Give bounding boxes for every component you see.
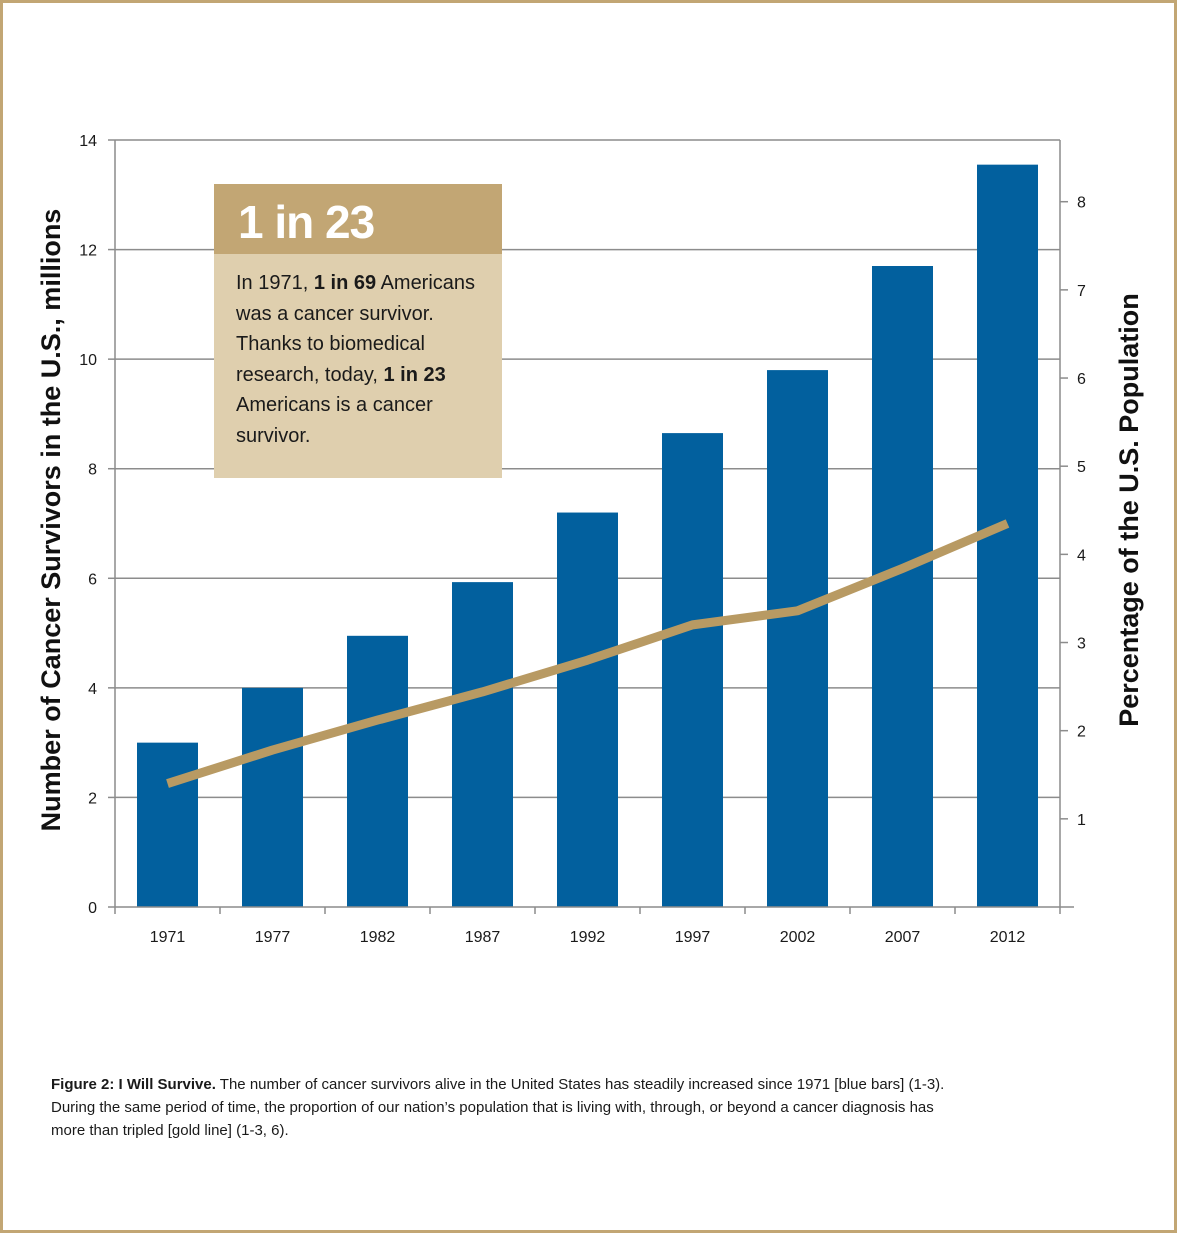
y-right-tick-label: 5 [1077, 459, 1086, 476]
y-right-tick-label: 2 [1077, 724, 1086, 741]
bar [137, 742, 198, 907]
bar-series [137, 164, 1038, 908]
y-axis-right-title: Percentage of the U.S. Population [1114, 293, 1144, 727]
axes [108, 139, 1074, 914]
caption-title: Figure 2: I Will Survive. [51, 1076, 216, 1093]
y-right-tick-label: 1 [1077, 812, 1086, 829]
callout-header: 1 in 23 [214, 184, 502, 254]
y-left-tick-label: 4 [88, 681, 97, 698]
y-left-tick-label: 12 [79, 243, 97, 260]
x-tick-label: 1971 [150, 929, 186, 946]
y-right-tick-label: 8 [1077, 195, 1086, 212]
callout-text-segment: Americans is a cancer survivor. [236, 394, 433, 447]
y-right-tick-label: 7 [1077, 283, 1086, 300]
y-left-tick-label: 8 [88, 462, 97, 479]
y-left-tick-label: 10 [79, 352, 97, 369]
x-tick-label: 1997 [675, 929, 711, 946]
bar [452, 582, 513, 907]
x-tick-label: 2002 [780, 929, 816, 946]
callout-box: 1 in 23 In 1971, 1 in 69 Americans was a… [214, 184, 502, 478]
y-right-tick-label: 6 [1077, 371, 1086, 388]
x-tick-label: 2012 [990, 929, 1026, 946]
x-tick-label: 1987 [465, 929, 501, 946]
y-left-tick-label: 6 [88, 571, 97, 588]
callout-title: 1 in 23 [238, 196, 375, 248]
caption-text: The number of cancer survivors alive in … [51, 1076, 945, 1139]
bar [872, 266, 933, 907]
bar [767, 370, 828, 908]
y-left-tick-label: 2 [88, 790, 97, 807]
y-axis-left-title: Number of Cancer Survivors in the U.S., … [36, 209, 66, 832]
callout-emphasis: 1 in 23 [383, 363, 446, 386]
bar [347, 635, 408, 907]
x-tick-label: 1977 [255, 929, 291, 946]
y-right-tick-label: 4 [1077, 547, 1086, 564]
line-series [166, 519, 1010, 788]
callout-text: In 1971, 1 in 69 Americans was a cancer … [236, 268, 498, 451]
series-line [166, 519, 1010, 788]
x-tick-label: 1992 [570, 929, 606, 946]
y-right-tick-label: 3 [1077, 636, 1086, 653]
callout-emphasis: 1 in 69 [313, 272, 377, 294]
bar [242, 687, 303, 907]
callout-text-segment: In 1971, [236, 272, 314, 294]
y-left-tick-label: 14 [79, 133, 97, 150]
figure-caption: Figure 2: I Will Survive. The number of … [51, 1073, 951, 1142]
y-left-tick-label: 0 [88, 900, 97, 917]
x-tick-label: 2007 [885, 929, 921, 946]
bar [557, 512, 618, 907]
bar [662, 433, 723, 907]
x-tick-label: 1982 [360, 929, 396, 946]
callout-text-segment: Americans was a cancer survivor. Thanks … [236, 272, 476, 386]
